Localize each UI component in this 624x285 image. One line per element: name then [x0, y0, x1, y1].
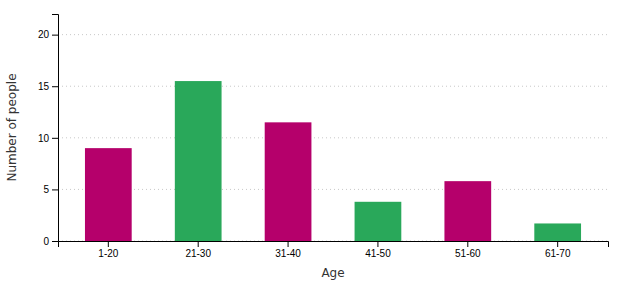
y-tick-mark — [52, 138, 58, 139]
x-tick-label: 21-30 — [185, 248, 211, 259]
y-tick-label: 20 — [38, 29, 50, 40]
y-axis: 0 5 10 15 20 — [38, 15, 59, 247]
grid-line — [58, 137, 608, 138]
bar — [265, 122, 312, 241]
x-tick: 1-20 — [98, 241, 118, 259]
bars — [85, 81, 581, 241]
grid — [58, 35, 608, 241]
x-tick-label: 61-70 — [545, 248, 571, 259]
x-tick: 21-30 — [185, 241, 211, 259]
x-axis: 1-20 21-30 31-40 41-50 51-60 61-70 — [59, 241, 609, 259]
x-tick: 51-60 — [455, 241, 481, 259]
y-tick-label: 5 — [43, 184, 49, 195]
grid-line — [58, 189, 608, 190]
x-tick-mark — [108, 241, 109, 247]
x-tick-label: 51-60 — [455, 248, 481, 259]
y-tick-label: 0 — [43, 236, 49, 247]
x-axis-title: Age — [321, 266, 344, 280]
bar — [444, 181, 491, 241]
y-tick-label: 10 — [38, 133, 50, 144]
x-tick: 31-40 — [275, 241, 301, 259]
plot: 1-20 21-30 31-40 41-50 51-60 61-70 0 5 10 15 20 — [38, 15, 609, 260]
y-axis-title: Number of people — [5, 73, 19, 181]
grid-line — [58, 86, 608, 87]
y-tick: 15 — [38, 81, 58, 92]
y-tick: 5 — [43, 184, 58, 195]
x-tick-mark — [557, 241, 558, 247]
y-tick-mark — [52, 189, 58, 190]
x-tick-mark — [377, 241, 378, 247]
x-tick-label: 1-20 — [98, 248, 118, 259]
y-tick-mark — [52, 241, 58, 242]
y-tick: 0 — [43, 236, 58, 247]
bar — [355, 202, 402, 241]
y-tick: 10 — [38, 133, 58, 144]
y-axis-line — [52, 15, 59, 242]
x-tick: 61-70 — [545, 241, 571, 259]
bar — [534, 223, 581, 241]
bar — [85, 148, 132, 241]
x-tick-mark — [467, 241, 468, 247]
y-tick-mark — [52, 86, 58, 87]
y-tick-label: 15 — [38, 81, 50, 92]
y-tick-mark — [52, 35, 58, 36]
x-axis-line — [59, 242, 609, 248]
y-tick: 20 — [38, 29, 58, 40]
x-tick: 41-50 — [365, 241, 391, 259]
x-tick-mark — [288, 241, 289, 247]
x-tick-mark — [198, 241, 199, 247]
bar — [175, 81, 222, 241]
x-tick-label: 31-40 — [275, 248, 301, 259]
grid-line — [58, 34, 608, 35]
chart: 1-20 21-30 31-40 41-50 51-60 61-70 0 5 10 15 20 Age… — [0, 0, 624, 285]
x-tick-label: 41-50 — [365, 248, 391, 259]
